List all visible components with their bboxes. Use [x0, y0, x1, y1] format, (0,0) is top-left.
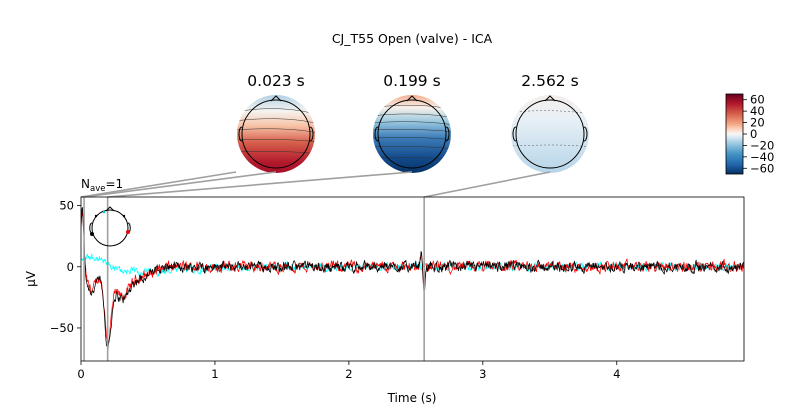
- x-tick-label: 4: [613, 367, 620, 381]
- colorbar-tick-label: 20: [750, 116, 765, 130]
- y-tick-label: 0: [67, 260, 74, 274]
- topomap-3: [511, 95, 589, 173]
- y-axis-label: µV: [24, 270, 38, 287]
- y-tick-label: 50: [59, 199, 74, 213]
- plot-area: 0 1 2 3 4 50 0 −50: [50, 196, 745, 381]
- topomap-connector: [83, 171, 277, 198]
- x-tick-label: 0: [77, 367, 84, 381]
- topomap-connector: [423, 171, 551, 198]
- x-axis-label: Time (s): [387, 391, 437, 405]
- topomap-time-label: 2.562 s: [521, 72, 578, 90]
- topomap-connector: [107, 171, 413, 198]
- topomap-2: [373, 95, 451, 173]
- colorbar-tick-label: −60: [750, 161, 774, 175]
- sensor-inset: [89, 206, 131, 247]
- colorbar-tick-label: −20: [750, 138, 774, 152]
- channel-trace: [81, 212, 744, 343]
- colorbar-tick-label: 60: [750, 93, 765, 107]
- channel-trace: [81, 207, 744, 351]
- topomap-time-label: 0.023 s: [247, 72, 304, 90]
- plot-frame: [80, 196, 745, 362]
- x-tick-label: 1: [211, 367, 218, 381]
- figure-title: CJ_T55 Open (valve) - ICA: [332, 31, 493, 46]
- colorbar-tick-label: 40: [750, 104, 765, 118]
- nave-label: Nave=1: [81, 177, 123, 194]
- x-tick-label: 2: [345, 367, 352, 381]
- topomap-1: [237, 95, 315, 173]
- y-tick-label: −50: [50, 321, 74, 335]
- connector-lines: [80, 171, 551, 198]
- topomap-time-label: 0.199 s: [383, 72, 440, 90]
- colorbar-tick-label: 0: [750, 127, 757, 141]
- colorbar-tick-label: −40: [750, 150, 774, 164]
- x-tick-label: 3: [479, 367, 486, 381]
- topomap-connector: [80, 171, 237, 198]
